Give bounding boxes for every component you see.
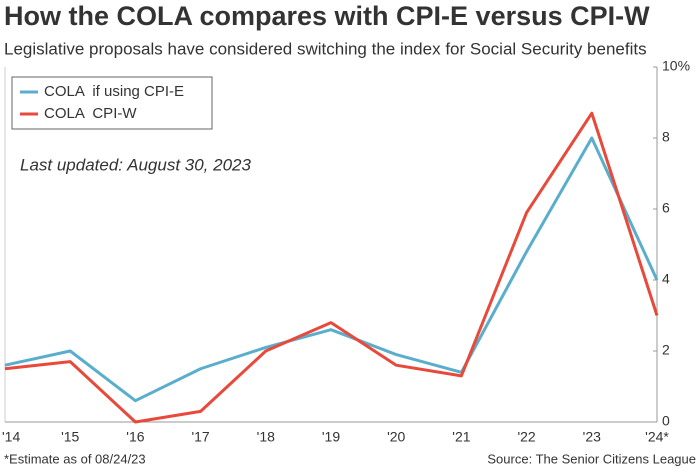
chart-subtitle: Legislative proposals have considered sw… <box>4 39 647 58</box>
legend-box <box>11 76 213 130</box>
x-tick-label: '19 <box>322 429 340 445</box>
y-tick-label: 8 <box>662 129 670 145</box>
x-tick-label: '22 <box>517 429 535 445</box>
series-line <box>4 136 659 403</box>
chart-title: How the COLA compares with CPI-E versus … <box>4 1 650 31</box>
series-line <box>4 111 659 424</box>
annotation: Last updated: August 30, 2023 <box>20 155 251 174</box>
source: Source: The Senior Citizens League <box>487 451 696 466</box>
x-tick-label: '14 <box>2 429 20 445</box>
x-tick-label: '23 <box>583 429 601 445</box>
legend-label: COLA CPI-W <box>44 105 137 122</box>
y-tick-label: 10% <box>662 58 690 74</box>
y-tick-label: 0 <box>662 413 670 429</box>
y-tick-label: 6 <box>662 200 670 216</box>
y-tick-label: 4 <box>662 271 670 287</box>
x-tick-label: '18 <box>257 429 275 445</box>
x-tick-label: '20 <box>387 429 405 445</box>
x-tick-label: '17 <box>191 429 209 445</box>
x-tick-label: '24* <box>645 429 669 445</box>
legend-label: COLA if using CPI-E <box>44 83 184 100</box>
x-tick-label: '15 <box>61 429 79 445</box>
footnote: *Estimate as of 08/24/23 <box>4 451 146 466</box>
x-tick-label: '16 <box>126 429 144 445</box>
y-tick-label: 2 <box>662 342 670 358</box>
x-tick-label: '21 <box>452 429 470 445</box>
